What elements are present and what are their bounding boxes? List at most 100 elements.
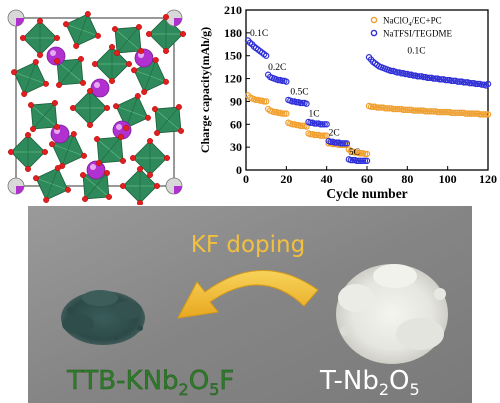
data-point bbox=[351, 149, 359, 156]
data-point bbox=[430, 108, 437, 115]
oxygen-atom bbox=[134, 93, 141, 100]
right-sample-label: T-Nb2O5 bbox=[319, 366, 420, 399]
oxygen-atom bbox=[117, 133, 124, 140]
x-tick-label: 60 bbox=[361, 172, 373, 186]
data-point bbox=[428, 108, 435, 115]
oxygen-atom bbox=[86, 121, 93, 128]
data-point bbox=[271, 108, 278, 116]
y-tick-label: 180 bbox=[224, 26, 242, 40]
data-point bbox=[313, 131, 320, 139]
oxygen-atom bbox=[42, 148, 49, 155]
legend: NaClO4/EC+PC NaTFSI/TEGDME bbox=[370, 16, 452, 39]
oxygen-atom bbox=[11, 69, 18, 76]
data-point bbox=[456, 109, 463, 117]
cation-atom bbox=[90, 78, 110, 98]
data-point bbox=[279, 77, 286, 85]
data-point bbox=[418, 107, 425, 114]
data-point bbox=[311, 131, 318, 139]
data-point bbox=[434, 108, 441, 116]
data-point bbox=[367, 103, 375, 110]
oxygen-atom bbox=[86, 87, 93, 94]
data-point bbox=[444, 108, 451, 116]
oxygen-atom bbox=[135, 23, 142, 30]
data-point bbox=[281, 110, 288, 117]
series-naclo4 bbox=[244, 92, 492, 158]
legend-marker-naclo4 bbox=[370, 16, 378, 24]
data-point bbox=[460, 79, 467, 86]
y-tick-label: 0 bbox=[236, 163, 242, 177]
data-point bbox=[349, 156, 357, 164]
data-point bbox=[363, 157, 371, 165]
oxygen-atom bbox=[69, 104, 76, 111]
rate-annotations: 0.1C 0.2C 0.5C 1C 2C 5C 0.1C bbox=[250, 29, 426, 158]
oxygen-atom bbox=[56, 82, 63, 89]
oxygen-atom bbox=[43, 196, 50, 203]
data-point bbox=[357, 150, 365, 157]
oxygen-atom bbox=[108, 77, 115, 84]
octahedron-edge bbox=[45, 167, 59, 201]
data-point bbox=[424, 108, 431, 115]
octahedron-edge bbox=[32, 102, 56, 130]
data-point bbox=[333, 139, 340, 146]
series-natfsi bbox=[244, 37, 492, 165]
oxygen-atom bbox=[120, 157, 127, 164]
data-point bbox=[454, 78, 461, 85]
data-point bbox=[353, 157, 361, 165]
oxygen-atom bbox=[30, 126, 37, 133]
y-tick-label: 90 bbox=[230, 94, 242, 108]
data-point bbox=[355, 150, 363, 157]
oxygen-atom bbox=[54, 165, 61, 172]
doping-arrow bbox=[177, 270, 319, 319]
oxygen-atom bbox=[32, 59, 39, 66]
data-point bbox=[448, 77, 455, 85]
cation-highlight bbox=[50, 50, 56, 56]
oxygen-atom bbox=[84, 11, 91, 18]
rate-annotation: 0.1C bbox=[250, 29, 268, 39]
data-point bbox=[299, 99, 306, 107]
octahedron-edge bbox=[75, 13, 89, 47]
oxygen-atom bbox=[114, 50, 121, 57]
oxygen-atom bbox=[77, 55, 84, 62]
data-point bbox=[361, 150, 369, 158]
corner-atom-occupancy bbox=[16, 186, 24, 194]
data-point bbox=[387, 67, 395, 75]
cation-atom bbox=[86, 160, 106, 180]
oxygen-atom bbox=[25, 131, 32, 138]
data-point bbox=[480, 111, 488, 118]
oxygen-atom bbox=[136, 165, 143, 172]
data-point bbox=[381, 105, 389, 112]
data-point bbox=[297, 122, 304, 130]
oxygen-atom bbox=[178, 127, 185, 134]
oxygen-atom bbox=[146, 171, 153, 178]
data-point bbox=[468, 110, 476, 117]
data-point bbox=[331, 139, 338, 146]
data-point bbox=[293, 98, 300, 106]
oxygen-atom bbox=[33, 175, 40, 182]
oxygen-atom bbox=[91, 61, 98, 68]
oxygen-atom bbox=[131, 67, 138, 74]
corner-atom-occupancy bbox=[16, 18, 24, 26]
data-point bbox=[339, 140, 346, 147]
octahedron-edge bbox=[116, 26, 140, 54]
y-axis-label: Charge capacity(mAh/g) bbox=[198, 27, 212, 153]
data-point bbox=[474, 80, 482, 88]
data-point bbox=[385, 105, 393, 112]
data-point bbox=[283, 78, 290, 85]
data-point bbox=[343, 140, 351, 147]
oxygen-atom bbox=[141, 88, 148, 95]
data-point bbox=[317, 121, 324, 128]
oxygen-atom bbox=[51, 99, 58, 106]
oxygen-atom bbox=[111, 26, 118, 33]
data-point bbox=[454, 109, 461, 117]
oxygen-atom bbox=[37, 52, 44, 59]
data-point bbox=[262, 98, 270, 105]
legend-label-naclo4: NaClO4/EC+PC bbox=[383, 16, 442, 29]
octahedron-edge bbox=[98, 136, 122, 164]
data-point bbox=[426, 108, 433, 115]
data-point bbox=[420, 73, 427, 81]
teal-powder-sample bbox=[61, 290, 145, 345]
data-point bbox=[279, 110, 286, 117]
data-point bbox=[450, 77, 457, 85]
data-point bbox=[414, 73, 421, 80]
data-point bbox=[363, 150, 371, 158]
